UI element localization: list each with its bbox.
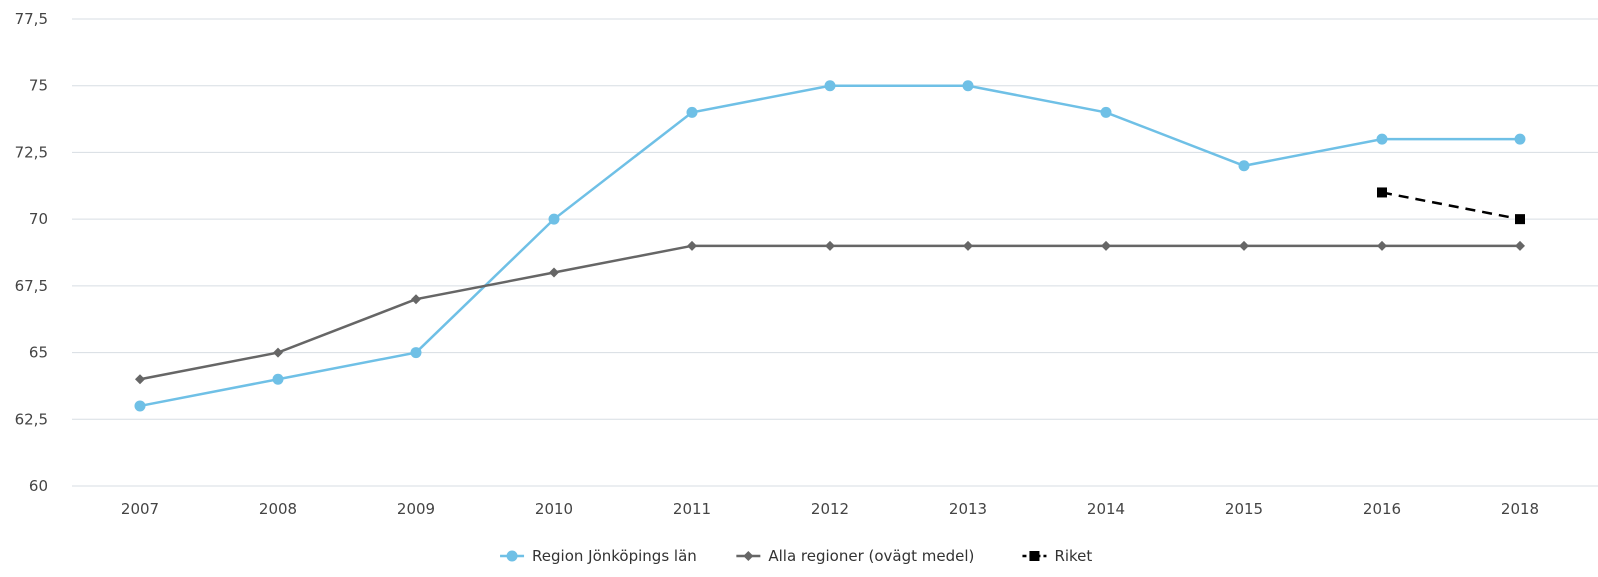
legend: Region Jönköpings län Alla regioner (oväg… [500,547,1092,565]
data-point [134,400,146,412]
y-tick-label: 77,5 [15,10,48,28]
x-tick-label: 2010 [535,500,573,518]
series-lines [134,80,1526,412]
data-point [825,240,835,251]
series-line [1381,191,1521,221]
x-tick-label: 2016 [1363,500,1401,518]
data-point [410,347,422,359]
data-point [548,213,560,225]
data-point [1377,187,1387,198]
legend-marker [1029,551,1040,561]
x-tick-label: 2018 [1501,500,1539,518]
x-tick-label: 2013 [949,500,987,518]
data-point [824,80,836,92]
x-axis-labels: 2007 2008 2009 2010 2011 2012 2013 2014 2015 2016… [121,500,1539,518]
data-point [411,294,421,305]
x-tick-label: 2009 [397,500,435,518]
y-tick-label: 62,5 [15,410,48,428]
y-tick-label: 72,5 [15,143,48,161]
series-line [139,244,1520,381]
x-tick-label: 2011 [673,500,711,518]
data-point [962,80,974,92]
legend-marker [743,551,754,561]
series-2 [1377,187,1525,225]
x-tick-label: 2014 [1087,500,1125,518]
legend-item: Alla regioner (ovägt medel) [736,547,974,565]
y-tick-label: 60 [29,477,48,495]
data-point [687,240,697,251]
legend-marker [506,550,518,562]
data-point [135,374,145,385]
legend-label: Region Jönköpings län [532,547,697,565]
data-point [549,267,559,278]
data-point [272,373,284,385]
legend-label: Alla regioner (ovägt medel) [768,547,974,565]
y-axis-labels: 60 62,5 65 67,5 70 72,5 75 77,5 [15,10,48,495]
data-point [1376,133,1388,145]
data-point [1100,106,1112,118]
x-tick-label: 2007 [121,500,159,518]
data-point [1377,240,1387,251]
x-tick-label: 2015 [1225,500,1263,518]
series-1 [135,240,1525,385]
data-point [273,347,283,358]
data-point [686,106,698,118]
data-point [1238,160,1250,172]
legend-item: Riket [1022,547,1092,565]
data-point [1515,240,1525,251]
legend-item: Region Jönköpings län [500,547,697,565]
series-0 [134,80,1526,412]
y-tick-label: 75 [29,77,48,95]
y-tick-label: 67,5 [15,277,48,295]
data-point [1515,214,1525,225]
y-tick-label: 70 [29,210,48,228]
y-tick-label: 65 [29,344,48,362]
legend-label: Riket [1054,547,1092,565]
x-tick-label: 2008 [259,500,297,518]
data-point [1101,240,1111,251]
data-point [1239,240,1249,251]
data-point [963,240,973,251]
x-tick-label: 2012 [811,500,849,518]
grid-lines [72,18,1598,487]
data-point [1514,133,1526,145]
